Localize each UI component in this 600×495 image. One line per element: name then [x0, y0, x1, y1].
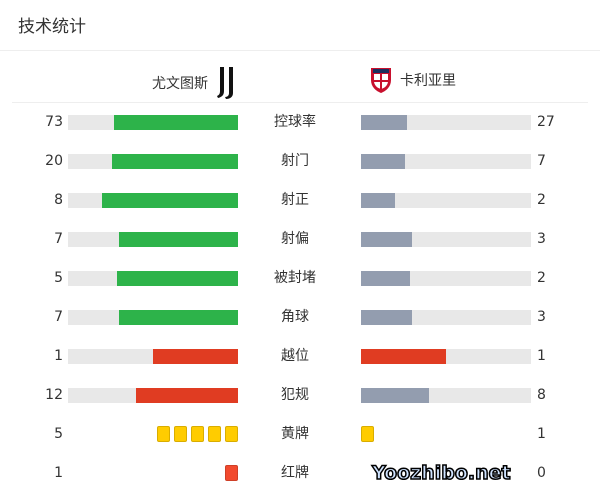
home-bar-fill [112, 154, 238, 169]
home-bar-fill [136, 388, 238, 403]
away-bar-fill [361, 193, 395, 208]
stat-row: 8 射正 2 [0, 190, 600, 210]
home-value: 12 [45, 387, 63, 403]
stat-label: 越位 [281, 348, 309, 364]
yellow-card-icon [157, 426, 170, 442]
stat-label: 射偏 [281, 231, 309, 247]
home-bar-fill [153, 349, 238, 364]
stat-label: 红牌 [281, 465, 309, 481]
stat-label: 黄牌 [281, 426, 309, 442]
card-row: 1 红牌 0 [0, 463, 600, 483]
away-value: 3 [537, 309, 546, 325]
stat-row: 20 射门 7 [0, 151, 600, 171]
home-bar-fill [113, 115, 238, 130]
stat-row: 7 射偏 3 [0, 229, 600, 249]
home-value: 5 [54, 426, 63, 442]
away-bar [361, 232, 531, 247]
away-team-name: 卡利亚里 [400, 73, 456, 89]
away-bar-fill [361, 388, 429, 403]
away-value: 27 [537, 114, 555, 130]
stat-row: 5 被封堵 2 [0, 268, 600, 288]
panel-title: 技术统计 [18, 17, 86, 37]
stat-label: 射门 [281, 153, 309, 169]
home-value: 1 [54, 465, 63, 481]
away-value: 7 [537, 153, 546, 169]
yellow-card-icon [225, 426, 238, 442]
yellow-card-icon [208, 426, 221, 442]
home-bar [68, 310, 238, 325]
home-bar [68, 388, 238, 403]
home-bar-fill [119, 232, 238, 247]
home-bar [68, 154, 238, 169]
away-value: 1 [537, 348, 546, 364]
stat-label: 角球 [281, 309, 309, 325]
home-bar [68, 193, 238, 208]
home-team-name: 尤文图斯 [152, 76, 208, 92]
divider [12, 102, 588, 103]
home-team: 尤文图斯 [152, 66, 238, 100]
home-value: 1 [54, 348, 63, 364]
home-cards [225, 465, 238, 481]
stat-row: 12 犯规 8 [0, 385, 600, 405]
away-bar [361, 388, 531, 403]
stat-row: 7 角球 3 [0, 307, 600, 327]
away-team: 卡利亚里 [370, 66, 456, 94]
stat-row: 1 越位 1 [0, 346, 600, 366]
home-value: 7 [54, 309, 63, 325]
away-bar [361, 154, 531, 169]
stat-row: 73 控球率 27 [0, 112, 600, 132]
away-value: 3 [537, 231, 546, 247]
away-bar-fill [361, 310, 412, 325]
away-cards [361, 426, 374, 442]
home-bar [68, 232, 238, 247]
away-bar [361, 193, 531, 208]
home-value: 20 [45, 153, 63, 169]
yellow-card-icon [174, 426, 187, 442]
home-value: 7 [54, 231, 63, 247]
stat-label: 控球率 [274, 114, 316, 130]
cagliari-logo-icon [371, 68, 391, 93]
away-value: 2 [537, 192, 546, 208]
home-bar [68, 349, 238, 364]
away-value: 1 [537, 426, 546, 442]
stat-label: 被封堵 [274, 270, 316, 286]
card-row: 5 黄牌 1 [0, 424, 600, 444]
away-value: 0 [537, 465, 546, 481]
home-bar [68, 115, 238, 130]
away-bar [361, 271, 531, 286]
yellow-card-icon [361, 426, 374, 442]
away-bar [361, 349, 531, 364]
away-bar-fill [361, 232, 412, 247]
away-bar-fill [361, 154, 406, 169]
home-cards [157, 426, 238, 442]
juventus-logo-icon [217, 67, 233, 99]
home-value: 73 [45, 114, 63, 130]
watermark: Yoozhibo.net [371, 461, 511, 485]
home-bar-fill [102, 193, 238, 208]
away-value: 8 [537, 387, 546, 403]
home-value: 8 [54, 192, 63, 208]
home-bar-fill [119, 310, 238, 325]
away-bar [361, 115, 531, 130]
yellow-card-icon [191, 426, 204, 442]
away-bar-fill [361, 349, 446, 364]
away-value: 2 [537, 270, 546, 286]
home-bar [68, 271, 238, 286]
divider [0, 50, 600, 51]
away-bar-fill [361, 271, 410, 286]
home-bar-fill [116, 271, 238, 286]
away-bar-fill [361, 115, 407, 130]
stat-label: 犯规 [281, 387, 309, 403]
stat-label: 射正 [281, 192, 309, 208]
home-value: 5 [54, 270, 63, 286]
red-card-icon [225, 465, 238, 481]
away-bar [361, 310, 531, 325]
